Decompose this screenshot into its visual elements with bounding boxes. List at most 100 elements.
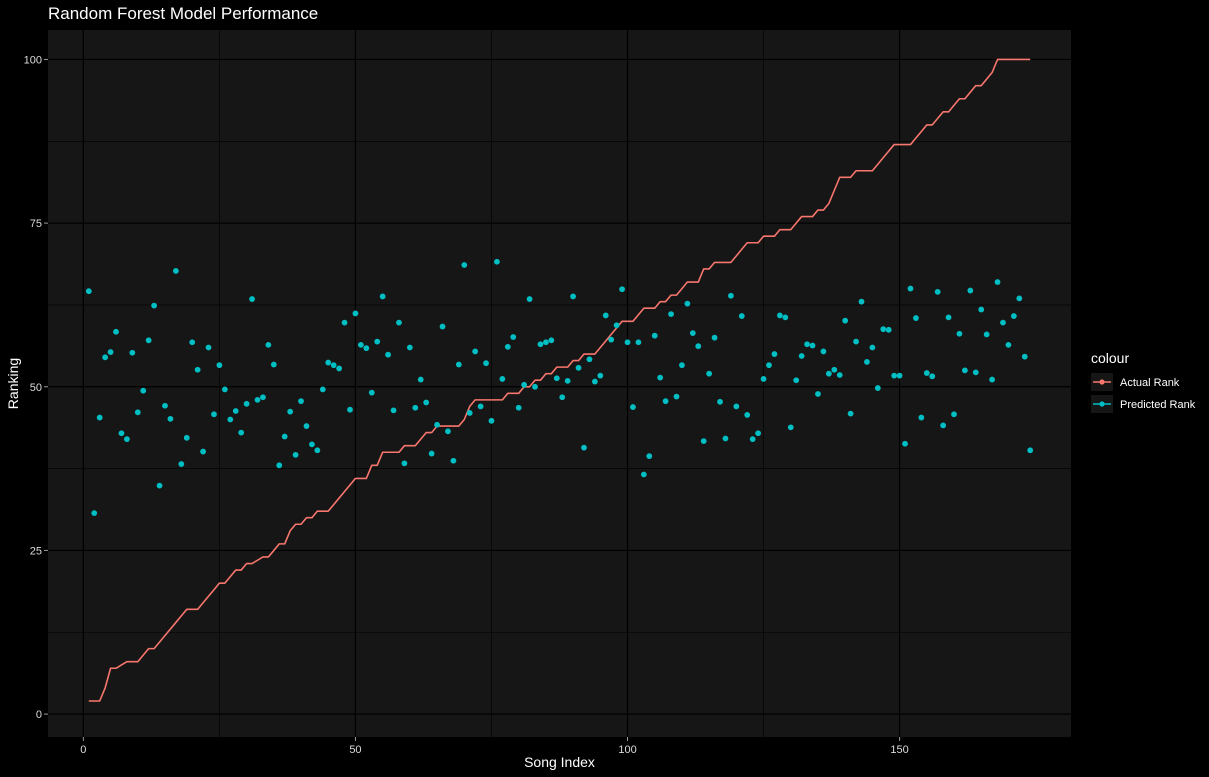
predicted-rank-point <box>923 370 930 376</box>
predicted-rank-point <box>972 369 979 376</box>
predicted-rank-point <box>526 296 533 302</box>
predicted-rank-point <box>733 403 740 410</box>
predicted-rank-point <box>510 334 517 340</box>
predicted-rank-point <box>102 354 109 361</box>
predicted-rank-point <box>608 336 615 343</box>
predicted-rank-point <box>537 341 544 348</box>
predicted-rank-point <box>472 348 479 355</box>
predicted-rank-point <box>815 391 821 397</box>
predicted-rank-point <box>385 351 391 358</box>
major-gridlines <box>48 30 1071 737</box>
predicted-rank-point <box>368 389 375 396</box>
predicted-rank-point <box>951 411 957 418</box>
predicted-rank-point <box>553 375 560 382</box>
y-tick-label: 75 <box>30 218 42 230</box>
predicted-rank-point <box>744 412 751 418</box>
predicted-rank-point <box>619 286 625 293</box>
predicted-rank-point <box>200 448 206 455</box>
predicted-rank-point <box>847 410 854 417</box>
predicted-rank-point <box>657 374 664 381</box>
predicted-rank-point <box>787 424 794 431</box>
predicted-rank-point <box>651 332 658 339</box>
predicted-rank-point <box>961 367 968 374</box>
predicted-rank-point <box>499 376 506 382</box>
predicted-rank-point <box>956 330 963 337</box>
predicted-rank-point <box>238 429 245 436</box>
predicted-rank-point <box>341 319 348 326</box>
predicted-rank-point <box>347 406 353 413</box>
predicted-rank-point <box>738 313 745 319</box>
predicted-rank-point <box>374 338 381 345</box>
predicted-rank-point <box>728 292 734 299</box>
y-tick-label: 100 <box>24 54 42 66</box>
predicted-rank-point <box>260 394 266 401</box>
predicted-rank-point <box>216 362 223 369</box>
predicted-rank-point <box>330 362 337 369</box>
predicted-rank-series <box>85 258 1034 517</box>
predicted-rank-point <box>325 359 332 366</box>
predicted-rank-point <box>455 361 462 368</box>
predicted-rank-point <box>776 312 783 319</box>
predicted-rank-point <box>281 433 288 440</box>
predicted-rank-point <box>700 438 707 445</box>
predicted-rank-point <box>1027 447 1034 454</box>
predicted-rank-point <box>967 287 974 294</box>
predicted-rank-point <box>945 314 952 321</box>
predicted-rank-point <box>564 377 571 384</box>
predicted-rank-point <box>978 306 985 313</box>
predicted-rank-point <box>706 370 713 377</box>
predicted-rank-point <box>679 362 685 369</box>
predicted-rank-point <box>249 296 255 302</box>
predicted-rank-point <box>352 310 359 317</box>
predicted-rank-point <box>178 461 185 467</box>
predicted-rank-point <box>172 268 179 274</box>
predicted-rank-point <box>722 435 729 442</box>
predicted-rank-point <box>689 330 696 336</box>
predicted-rank-point <box>684 300 691 307</box>
predicted-rank-point <box>314 447 321 454</box>
predicted-rank-point <box>989 376 995 383</box>
predicted-rank-point <box>640 471 647 478</box>
predicted-rank-point <box>896 372 903 379</box>
predicted-rank-point <box>151 302 158 309</box>
predicted-rank-point <box>782 314 789 321</box>
predicted-rank-point <box>227 416 234 423</box>
predicted-rank-point <box>880 326 887 333</box>
y-tick-label: 50 <box>30 382 42 394</box>
legend-label-predicted-rank: Predicted Rank <box>1120 399 1196 411</box>
predicted-rank-point <box>357 341 364 348</box>
y-axis-title: Ranking <box>5 358 21 409</box>
predicted-rank-point <box>864 359 870 365</box>
predicted-rank-point <box>994 279 1001 285</box>
predicted-rank-point <box>243 400 250 407</box>
plot-panel <box>48 30 1071 737</box>
legend-key-point <box>1099 401 1105 407</box>
predicted-rank-point <box>118 430 125 437</box>
predicted-rank-point <box>630 404 636 410</box>
predicted-rank-point <box>477 403 484 410</box>
x-axis-title: Song Index <box>524 754 595 770</box>
y-axis-ticks: 0 25 50 75 100 <box>24 54 48 721</box>
predicted-rank-point <box>874 385 881 391</box>
x-tick-label: 0 <box>80 744 86 756</box>
predicted-rank-point <box>885 326 892 333</box>
predicted-rank-point <box>162 402 168 409</box>
predicted-rank-point <box>504 343 511 350</box>
predicted-rank-point <box>379 293 386 300</box>
predicted-rank-point <box>869 344 876 351</box>
predicted-rank-point <box>1000 319 1006 326</box>
predicted-rank-point <box>309 441 315 448</box>
y-tick-label: 25 <box>30 545 42 557</box>
predicted-rank-point <box>406 344 413 351</box>
x-tick-label: 100 <box>618 744 636 756</box>
predicted-rank-point <box>205 344 212 351</box>
predicted-rank-point <box>423 399 430 406</box>
predicted-rank-point <box>825 370 832 377</box>
predicted-rank-point <box>575 364 582 371</box>
predicted-rank-point <box>434 421 440 428</box>
predicted-rank-point <box>760 376 767 382</box>
predicted-rank-point <box>646 453 653 460</box>
predicted-rank-point <box>673 393 680 400</box>
predicted-rank-point <box>793 377 800 384</box>
